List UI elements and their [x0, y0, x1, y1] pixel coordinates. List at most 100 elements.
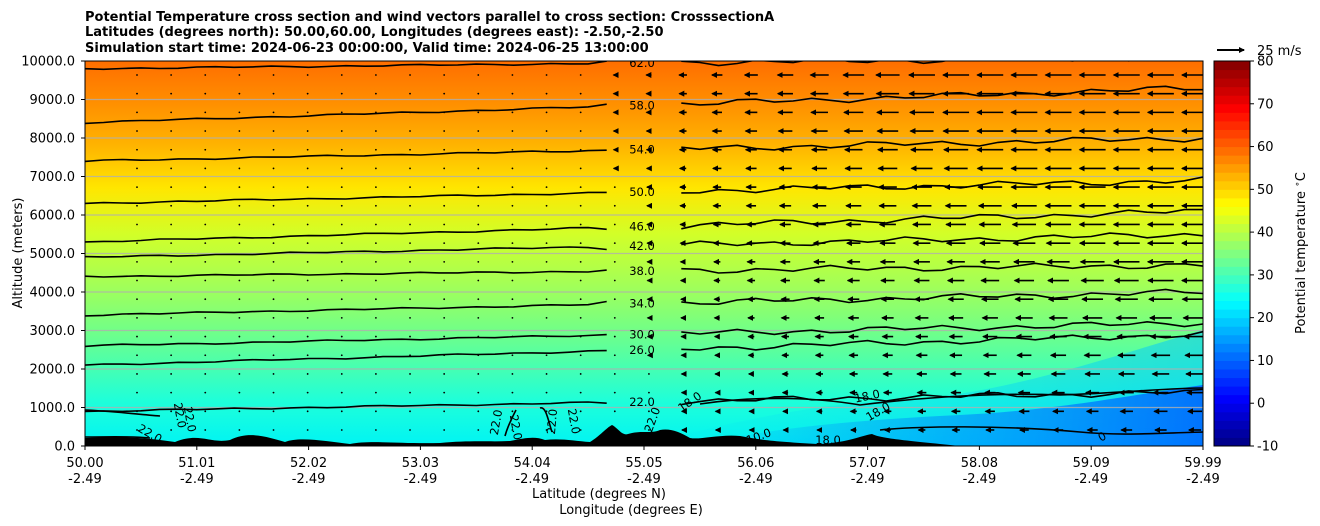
wind-vector: [204, 391, 207, 394]
wind-vector: [136, 148, 138, 151]
wind-vector: [272, 260, 275, 263]
wind-vector: [409, 260, 411, 263]
wind-vector: [136, 410, 138, 413]
wind-vector: [136, 92, 138, 95]
wind-vector: [579, 429, 582, 431]
wind-vector: [511, 74, 514, 76]
contour-line: [681, 330, 1203, 351]
wind-vector: [136, 204, 138, 207]
wind-vector: [204, 223, 207, 226]
wind-vector: [409, 223, 411, 226]
grid-lines: [85, 98, 1203, 409]
wind-vector: [613, 204, 616, 207]
wind-vector: [238, 316, 241, 319]
wind-vector: [204, 92, 207, 95]
x-tick-label-longitude: -2.49: [963, 472, 997, 487]
y-tick-label: 3000.0: [30, 324, 76, 339]
colorbar-ticks: -10 0 10 20 30 40 50 60 70 80: [1250, 55, 1278, 455]
wind-vector: [579, 373, 582, 375]
wind-vector: [170, 410, 173, 413]
wind-vector: [340, 260, 343, 263]
wind-vector: [375, 92, 377, 95]
wind-vector: [238, 391, 241, 394]
x-tick-label-longitude: -2.49: [180, 472, 214, 487]
wind-vector: [511, 354, 514, 357]
wind-vector: [136, 186, 138, 189]
y-tick-label: 2000.0: [30, 363, 76, 378]
colorbar-band: [1214, 283, 1250, 293]
wind-vector: [443, 167, 446, 170]
chart-title-line-3: Simulation start time: 2024-06-23 00:00:…: [85, 41, 649, 56]
colorbar-tick-label: 50: [1257, 183, 1274, 198]
wind-key-label: 25 m/s: [1257, 44, 1302, 59]
colorbar-band: [1214, 69, 1250, 79]
plot-area: 62.0 58.0 54.0 50.0 46.0 42.0 38.0 34.0 30.0 26.0…: [85, 61, 1203, 446]
x-tick-label-latitude: 54.04: [514, 456, 551, 471]
wind-vector: [613, 335, 616, 338]
wind-vector: [613, 373, 616, 375]
wind-vector: [375, 316, 377, 319]
wind-vector: [477, 391, 480, 394]
wind-vector: [477, 223, 480, 226]
wind-vector: [409, 429, 411, 431]
contour-line: [681, 288, 1203, 306]
wind-vector: [170, 316, 173, 319]
contour-line: [681, 262, 1203, 274]
y-tick-label: 10000.0: [21, 55, 75, 70]
wind-vector: [477, 130, 480, 132]
wind-vector: [170, 92, 173, 95]
wind-vector: [272, 316, 275, 319]
wind-vector: [306, 167, 309, 170]
wind-vector: [579, 260, 582, 263]
wind-vector: [409, 373, 411, 375]
wind-vector: [272, 410, 275, 413]
y-tick-label: 7000.0: [30, 170, 76, 185]
wind-vector: [375, 335, 377, 338]
wind-vector: [477, 335, 480, 338]
colorbar-band: [1214, 300, 1250, 310]
wind-vector: [375, 74, 377, 76]
contour-label: 42.0: [629, 239, 655, 253]
contour-label: 50.0: [629, 185, 655, 199]
wind-vector: [545, 298, 548, 301]
x-tick-label-latitude: 51.01: [178, 456, 215, 471]
x-tick-label-longitude: -2.49: [404, 472, 438, 487]
wind-vector: [545, 373, 548, 375]
wind-vector: [443, 279, 446, 282]
wind-vector: [238, 260, 241, 263]
wind-vector: [238, 354, 241, 357]
wind-vector: [409, 74, 411, 76]
y-tick-label: 4000.0: [30, 286, 76, 301]
contour-line: [85, 349, 607, 366]
wind-vector: [648, 391, 650, 394]
wind-vector: [545, 279, 548, 282]
contour-line: [85, 333, 607, 348]
colorbar-band: [1214, 377, 1250, 387]
contour-line: [85, 300, 607, 317]
wind-vector: [579, 298, 582, 301]
wind-vector: [511, 391, 514, 394]
wind-vector: [204, 111, 207, 114]
wind-vector: [136, 429, 138, 431]
wind-vector: [340, 279, 343, 282]
wind-vector: [511, 130, 514, 132]
contour-line: [85, 435, 151, 439]
wind-vector: [375, 148, 377, 151]
wind-vector: [477, 373, 480, 375]
wind-vector: [204, 279, 207, 282]
wind-vector: [136, 111, 138, 114]
wind-vector: [204, 410, 207, 413]
wind-vector: [443, 260, 446, 263]
x-axis-label-latitude: Latitude (degrees N): [532, 487, 666, 502]
wind-vector: [340, 167, 343, 170]
wind-vector: [511, 373, 514, 375]
wind-vector: [238, 279, 241, 282]
wind-vector: [409, 167, 411, 170]
x-axis-label-longitude: Longitude (degrees E): [559, 503, 703, 518]
wind-vector: [306, 410, 309, 413]
chart-title-line-1: Potential Temperature cross section and …: [85, 10, 774, 25]
colorbar-band: [1214, 309, 1250, 319]
wind-vector: [579, 74, 582, 76]
wind-vector: [375, 373, 377, 375]
colorbar-band: [1214, 420, 1250, 430]
